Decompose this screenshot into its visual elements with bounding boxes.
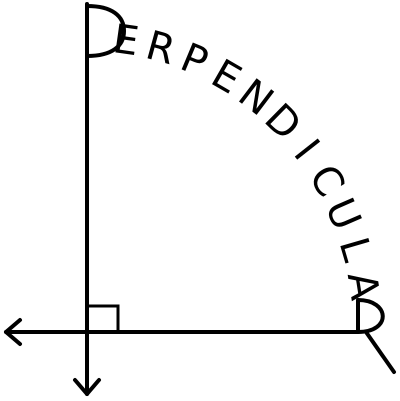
arc-letter-3: P bbox=[174, 35, 214, 87]
down-arrowhead bbox=[73, 378, 101, 396]
right-angle-marker bbox=[87, 304, 120, 332]
arc-letter-7: I bbox=[285, 131, 328, 169]
arc-letter-2: R bbox=[141, 23, 180, 75]
letter-p-bowl bbox=[85, 4, 126, 58]
arc-letter-10: L bbox=[330, 232, 381, 267]
arc-letter-1: E bbox=[110, 16, 141, 65]
letter-r-final bbox=[356, 298, 396, 374]
left-arrowhead bbox=[4, 318, 22, 346]
vertical-line bbox=[73, 2, 101, 396]
horizontal-line bbox=[4, 318, 360, 346]
